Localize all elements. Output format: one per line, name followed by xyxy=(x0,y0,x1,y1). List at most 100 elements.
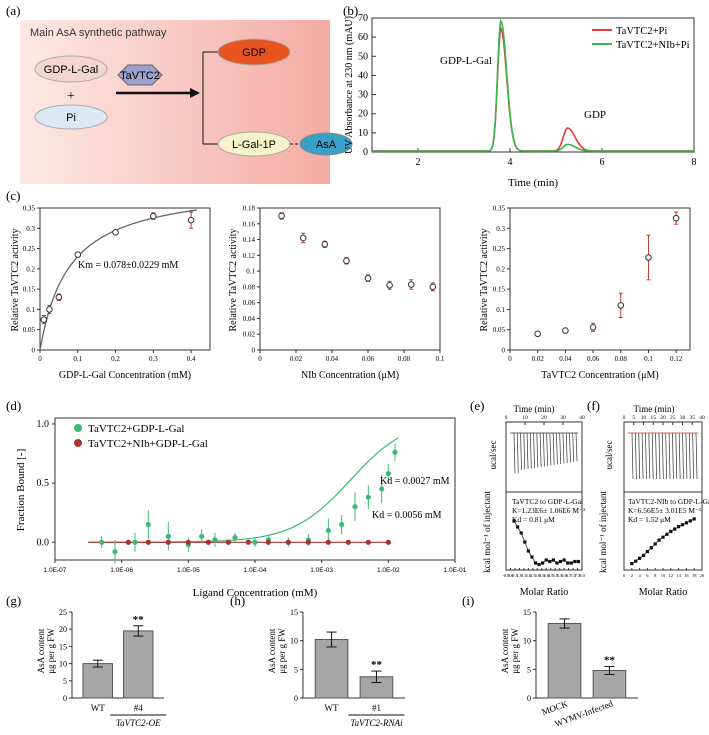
chartF-xtick-label-3: 6 xyxy=(646,573,649,578)
chart-b-xlabel: Time (min) xyxy=(508,177,558,189)
chartE-point-14 xyxy=(562,558,566,562)
chart-d-s1-point-8 xyxy=(285,539,291,545)
chart-g-xtick-label-0: WT xyxy=(91,703,105,713)
chart-c2-ylabel: Relative TaVTC2 activity xyxy=(228,229,239,332)
chartE-xtick-label-8: 3.5 xyxy=(539,573,545,578)
chart-h-sig-label: ** xyxy=(371,659,383,671)
chart-d-s0-point-8 xyxy=(232,534,238,541)
chartE-xtick-label-11: 5.0 xyxy=(552,573,558,578)
chartC2-xtick-label-2: 0.04 xyxy=(326,355,339,363)
chartF-xtick-label-10: 20 xyxy=(700,573,705,578)
chart-h-ytick-label-0: 0 xyxy=(294,694,298,703)
chart-d-xtick-label-3: 1.0E-04 xyxy=(244,567,267,574)
chartE-spike-19 xyxy=(575,432,578,462)
chartE-point-9 xyxy=(544,558,548,562)
chart-c2-nib: 0 0.02 0.04 0.06 0.08 0.1 0 0.02 0.04 0.06 0.08 0.1… xyxy=(228,205,445,382)
chart-f-legend-0: TaVTC2-NIb to GDP-L-Gal xyxy=(628,497,709,506)
chart-g-ytick-label-2: 10 xyxy=(59,660,67,669)
chartE-spike-3 xyxy=(523,432,526,470)
chartF-point-1 xyxy=(634,559,638,563)
chartE-top-xtick-label-1: 10 xyxy=(522,415,528,421)
chart-e-top-ylabel: ucal/sec xyxy=(488,441,498,470)
chart-i-ytick-label-2: 10 xyxy=(523,637,531,646)
chart-d-s0-point-13 xyxy=(325,527,331,534)
chartF-xtick-label-0: 0 xyxy=(623,573,626,578)
chart-g-ytick-label-4: 20 xyxy=(59,625,67,634)
chartF-xtick-label-8: 16 xyxy=(684,573,689,578)
chartF-top-xtick-label-4: 20 xyxy=(660,415,666,421)
chartE-xtick-label-2: 0.5 xyxy=(512,573,518,578)
chart-d-s1-point-3 xyxy=(185,539,191,545)
chartF-spike-11 xyxy=(668,432,671,480)
chartE-xtick-label-0: -0.5 xyxy=(502,573,510,578)
chartC3-xtick-label-1: 0.02 xyxy=(532,355,545,363)
chartC1-point-5 xyxy=(150,212,157,220)
chartF-point-4 xyxy=(645,550,649,554)
chart-d-s1-point-1 xyxy=(145,539,151,545)
chartE-xtick-label-6: 2.5 xyxy=(530,573,536,578)
chart-h-bar-0 xyxy=(314,639,349,699)
chart-b-annot-gdp-l-gal: GDP-L-Gal xyxy=(440,55,492,67)
chart-d-s0-point-18 xyxy=(385,471,391,477)
chartE-point-5 xyxy=(530,555,534,559)
chartF-xtick-label-5: 10 xyxy=(661,573,666,578)
chart-f-xlabel: Molar Ratio xyxy=(639,587,688,598)
chart-f-legend-1: K=6.56E5± 3.01E5 M⁻¹ xyxy=(628,506,701,515)
chartF-spike-0 xyxy=(631,432,634,480)
chart-d-s0-point-16 xyxy=(365,494,371,500)
chartE-spike-4 xyxy=(526,432,529,470)
chart-e-xlabel: Molar Ratio xyxy=(520,587,569,598)
chart-d-xlabel: Ligand Concentration (mM) xyxy=(193,587,318,599)
chart-e-ylabel: kcal mol⁻¹ of injectant xyxy=(482,491,492,573)
chartE-spike-16 xyxy=(565,432,568,464)
chart-g-ytick-label-3: 15 xyxy=(59,642,67,651)
chartC2-point-1 xyxy=(299,234,307,242)
chart-g-xtick-label-1: #4 xyxy=(134,703,144,713)
plus-sign: + xyxy=(67,89,75,104)
chart-d-s1-point-5 xyxy=(225,539,231,545)
chartC3-xtick-label-3: 0.06 xyxy=(587,355,600,363)
chart-e-bottom-frame xyxy=(505,491,583,571)
chartC1-point-0 xyxy=(40,316,48,323)
chart-d-s1-point-9 xyxy=(305,539,311,545)
chart-d-s1-point-0 xyxy=(125,539,131,545)
chart-b-xtick-label-3: 8 xyxy=(692,157,697,168)
chartF-spike-12 xyxy=(672,432,674,480)
chartE-xtick-label-9: 4.0 xyxy=(543,573,549,578)
chartC1-point-1 xyxy=(46,306,53,313)
chartF-spike-7 xyxy=(655,432,657,480)
chartF-spike-8 xyxy=(658,432,661,480)
chart-b-series-tavtc2-nib-pi xyxy=(372,18,694,152)
chartF-spike-2 xyxy=(638,432,641,480)
chart-d-s0-point-9 xyxy=(252,539,258,545)
chartE-xtick-label-5: 2.0 xyxy=(526,573,532,578)
chartE-xtick-label-10: 4.5 xyxy=(548,573,554,578)
chart-g-ylabel-1: AsA content xyxy=(36,628,46,673)
chart-b-ytick-label-2: 20 xyxy=(358,109,368,120)
chartC3-ytick-label-4: 0.2 xyxy=(496,265,505,273)
chart-d-s0-point-14 xyxy=(339,521,345,528)
chartF-spike-16 xyxy=(685,432,688,480)
chartC1-ytick-label-0: 0 xyxy=(32,347,36,355)
panel-label-a: (a) xyxy=(6,3,20,18)
chartF-point-13 xyxy=(680,523,685,527)
pathway-diagram: Main AsA synthetic pathway GDP-L-Gal + P… xyxy=(20,20,353,184)
chart-h-xtick-label-0: WT xyxy=(325,703,339,713)
chartF-xtick-label-1: 2 xyxy=(631,573,633,578)
chartF-point-11 xyxy=(673,527,677,531)
chartF-point-0 xyxy=(630,562,634,566)
chart-d-s1-point-12 xyxy=(365,539,371,545)
chart-g-ytick-label-1: 5 xyxy=(63,677,67,686)
chartF-spike-1 xyxy=(635,432,637,480)
chart-b-ytick-label-7: 70 xyxy=(358,13,368,24)
chart-d-s0-point-4 xyxy=(165,533,171,539)
chart-e-legend-0: TaVTC2 to GDP-L-Gal xyxy=(512,497,583,506)
chartF-spike-15 xyxy=(682,432,684,480)
chartF-xtick-label-4: 8 xyxy=(654,573,657,578)
chartE-point-11 xyxy=(551,558,555,562)
chartE-xtick-label-16: 7.5 xyxy=(575,573,581,578)
chart-d-s1-point-10 xyxy=(325,539,331,545)
chart-c1-fit-curve xyxy=(39,209,197,351)
chartE-xtick-label-13: 6.0 xyxy=(561,573,567,578)
chartE-xtick-label-14: 6.5 xyxy=(566,573,572,578)
